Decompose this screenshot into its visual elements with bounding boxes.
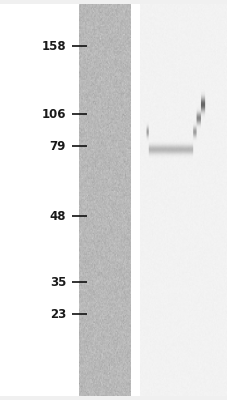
Text: 35: 35 xyxy=(49,276,66,288)
Bar xyxy=(0,4,78,396)
Text: 48: 48 xyxy=(49,210,66,222)
Bar xyxy=(140,4,146,396)
Text: 23: 23 xyxy=(50,308,66,320)
Text: 79: 79 xyxy=(49,140,66,152)
Text: 106: 106 xyxy=(42,108,66,120)
Bar xyxy=(131,4,140,396)
Text: 158: 158 xyxy=(41,40,66,52)
